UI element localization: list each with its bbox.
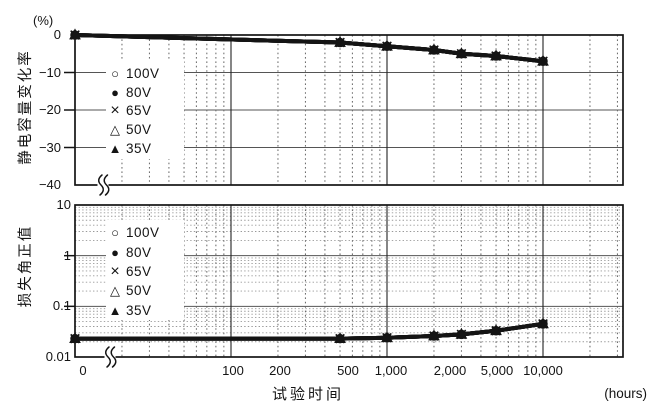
y-tick-label: 0.1 xyxy=(52,298,71,313)
legend-item-label: 100V xyxy=(126,65,160,81)
y-tick-label: 10 xyxy=(56,197,71,212)
legend-item: ○ 100V xyxy=(106,64,184,83)
legend-item-label: 35V xyxy=(126,141,152,157)
filled-circle-icon: ● xyxy=(111,84,119,100)
x-mark-icon: × xyxy=(110,262,120,280)
filled-circle-icon: ● xyxy=(111,244,119,260)
y-tick-label: 1 xyxy=(63,248,71,263)
legend-item: ● 80V xyxy=(106,83,184,102)
open-circle-icon: ○ xyxy=(111,225,119,241)
legend-item-label: 80V xyxy=(126,244,152,260)
legend-item: ▲ 35V xyxy=(106,139,184,158)
legend-item: × 65V xyxy=(106,262,184,281)
filled-triangle-icon: ▲ xyxy=(108,141,122,157)
open-circle-icon: ○ xyxy=(111,65,119,81)
x-axis-unit: (hours) xyxy=(604,386,647,401)
legend-item-label: 65V xyxy=(126,264,152,280)
x-tick-label: 500 xyxy=(337,363,359,378)
filled-triangle-icon: ▲ xyxy=(108,302,122,318)
x-tick-label: 100 xyxy=(222,363,244,378)
x-mark-icon: × xyxy=(110,101,120,119)
legend-item: ▲ 35V xyxy=(106,301,184,320)
legend-item-label: 65V xyxy=(126,103,152,119)
legend-item: ● 80V xyxy=(106,242,184,261)
x-tick-label: 10,000 xyxy=(523,363,563,378)
legend-item: ○ 100V xyxy=(106,223,184,242)
x-tick-label: 200 xyxy=(269,363,291,378)
legend-item: △ 50V xyxy=(106,281,184,300)
x-tick-label: 5,000 xyxy=(480,363,514,378)
x-axis-title: 试验时间 xyxy=(271,386,344,403)
y-tick-label: −40 xyxy=(38,177,61,192)
legend-item-label: 50V xyxy=(126,122,152,138)
legend-bottom: ○ 100V ● 80V × 65V △ 50V ▲ 35V xyxy=(106,220,184,320)
open-triangle-icon: △ xyxy=(110,122,120,138)
legend-item: × 65V xyxy=(106,102,184,121)
top-y-axis-unit: (%) xyxy=(33,13,54,28)
y-tick-label: −20 xyxy=(38,102,61,117)
x-tick-label: 2,000 xyxy=(433,363,467,378)
legend-item-label: 50V xyxy=(126,283,152,299)
legend-top: ○ 100V ● 80V × 65V △ 50V ▲ 35V xyxy=(106,61,184,159)
legend-item-label: 35V xyxy=(126,302,152,318)
x-tick-label: 1,000 xyxy=(374,363,408,378)
y-tick-label: −10 xyxy=(38,65,61,80)
legend-item-label: 80V xyxy=(126,84,152,100)
open-triangle-icon: △ xyxy=(110,283,120,299)
y-tick-label: −30 xyxy=(38,140,61,155)
y-tick-label: 0 xyxy=(53,27,61,42)
x-tick-label: 0 xyxy=(79,363,87,378)
legend-item-label: 100V xyxy=(126,225,160,241)
y-tick-label: 0.01 xyxy=(45,349,71,364)
legend-item: △ 50V xyxy=(106,120,184,139)
